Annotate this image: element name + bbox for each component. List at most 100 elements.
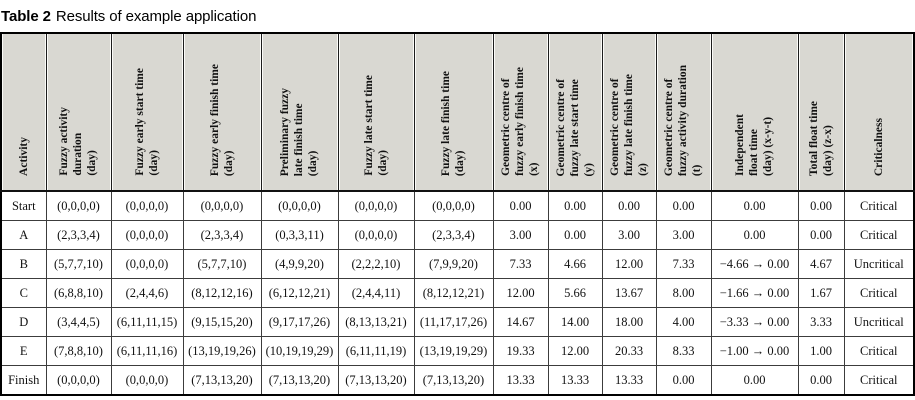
data-cell: 0.00 bbox=[601, 190, 657, 221]
data-cell: (7,13,13,20) bbox=[337, 365, 415, 396]
data-cell: 13.33 bbox=[492, 365, 549, 396]
data-cell: (0,0,0,0) bbox=[110, 220, 184, 250]
column-header-label: Geometric centre of fuzzy early finish t… bbox=[500, 67, 541, 176]
column-header-fuzzy-early-finish-time: Fuzzy early finish time (day) bbox=[182, 32, 262, 192]
data-cell: 1.67 bbox=[797, 278, 845, 308]
data-cell: (5,7,7,10) bbox=[182, 249, 262, 279]
data-cell: (6,8,8,10) bbox=[45, 278, 112, 308]
activity-cell: Start bbox=[0, 190, 47, 221]
data-cell: (0,0,0,0) bbox=[260, 190, 339, 221]
data-cell: (9,15,15,20) bbox=[182, 307, 262, 337]
data-cell: (2,3,3,4) bbox=[413, 220, 494, 250]
data-cell: 0.00 bbox=[710, 365, 799, 396]
data-cell: (0,0,0,0) bbox=[110, 365, 184, 396]
data-cell: 0.00 bbox=[655, 190, 712, 221]
column-header-fuzzy-late-start-time: Fuzzy late start time (day) bbox=[337, 32, 415, 192]
activity-cell: Finish bbox=[0, 365, 47, 396]
data-cell: (2,4,4,11) bbox=[337, 278, 415, 308]
column-header-label: Independent float time (day) (x-y-t) bbox=[734, 114, 775, 176]
column-header-geometric-centre-early-finish-x: Geometric centre of fuzzy early finish t… bbox=[492, 32, 549, 192]
column-header-geometric-centre-activity-duration-t: Geometric centre of fuzzy activity durat… bbox=[655, 32, 712, 192]
data-cell: 12.00 bbox=[547, 336, 603, 366]
column-header-criticalness: Criticalness bbox=[843, 32, 915, 192]
table-row-finish: Finish (0,0,0,0) (0,0,0,0) (7,13,13,20) (7,1… bbox=[0, 365, 915, 396]
column-header-fuzzy-early-start-time: Fuzzy early start time (day) bbox=[110, 32, 184, 192]
column-header-label: Fuzzy early finish time (day) bbox=[208, 63, 235, 176]
data-cell: (2,3,3,4) bbox=[45, 220, 112, 250]
table-title-text: Results of example application bbox=[55, 8, 257, 25]
results-table: Activity Fuzzy activity duration (day) Fuz… bbox=[0, 32, 915, 396]
data-cell: 0.00 bbox=[710, 190, 799, 221]
data-cell: (0,0,0,0) bbox=[45, 190, 112, 221]
data-cell: 0.00 bbox=[797, 220, 845, 250]
data-cell: 14.00 bbox=[547, 307, 603, 337]
table-title: Table 2 Results of example application bbox=[0, 0, 915, 32]
column-header-label: Fuzzy late finish time (day) bbox=[440, 70, 467, 176]
data-cell: 7.33 bbox=[655, 249, 712, 279]
data-cell: 19.33 bbox=[492, 336, 549, 366]
data-cell: Uncritical bbox=[843, 307, 915, 337]
data-cell: (6,12,12,21) bbox=[260, 278, 339, 308]
data-cell: (0,0,0,0) bbox=[45, 365, 112, 396]
table-row-a: A (2,3,3,4) (0,0,0,0) (2,3,3,4) (0,3,3,11) (0… bbox=[0, 220, 915, 250]
data-cell: (0,0,0,0) bbox=[182, 190, 262, 221]
activity-cell: E bbox=[0, 336, 47, 366]
data-cell: (0,0,0,0) bbox=[413, 190, 494, 221]
data-cell: (6,11,11,16) bbox=[110, 336, 184, 366]
data-cell: (13,19,19,29) bbox=[413, 336, 494, 366]
data-cell: −4.66 → 0.00 bbox=[710, 249, 799, 279]
column-header-label: Criticalness bbox=[872, 117, 885, 176]
column-header-label: Activity bbox=[17, 137, 30, 176]
data-cell: −1.66 → 0.00 bbox=[710, 278, 799, 308]
data-cell: 0.00 bbox=[547, 220, 603, 250]
data-cell: (7,9,9,20) bbox=[413, 249, 494, 279]
data-cell: 13.33 bbox=[547, 365, 603, 396]
data-cell: (13,19,19,26) bbox=[182, 336, 262, 366]
column-header-preliminary-fuzzy-late-finish-time: Preliminary fuzzy late finish time (day) bbox=[260, 32, 339, 192]
column-header-label: Total float time (day) (z-x) bbox=[807, 101, 834, 176]
column-header-label: Preliminary fuzzy late finish time (day) bbox=[279, 87, 320, 176]
data-cell: −1.00 → 0.00 bbox=[710, 336, 799, 366]
data-cell: 18.00 bbox=[601, 307, 657, 337]
data-cell: (6,11,11,15) bbox=[110, 307, 184, 337]
data-cell: 20.33 bbox=[601, 336, 657, 366]
data-cell: 14.67 bbox=[492, 307, 549, 337]
data-cell: (4,9,9,20) bbox=[260, 249, 339, 279]
data-cell: (2,4,4,6) bbox=[110, 278, 184, 308]
data-cell: 3.00 bbox=[601, 220, 657, 250]
column-header-activity: Activity bbox=[0, 32, 47, 192]
table-row-d: D (3,4,4,5) (6,11,11,15) (9,15,15,20) (9,17,… bbox=[0, 307, 915, 337]
column-header-geometric-centre-late-finish-z: Geometric centre of fuzzy late finish ti… bbox=[601, 32, 657, 192]
column-header-label: Fuzzy late start time (day) bbox=[362, 75, 389, 176]
data-cell: 0.00 bbox=[710, 220, 799, 250]
data-cell: (0,0,0,0) bbox=[110, 249, 184, 279]
data-cell: Critical bbox=[843, 220, 915, 250]
data-cell: 5.66 bbox=[547, 278, 603, 308]
data-cell: 0.00 bbox=[492, 190, 549, 221]
data-cell: 0.00 bbox=[547, 190, 603, 221]
data-cell: 12.00 bbox=[601, 249, 657, 279]
data-cell: (0,0,0,0) bbox=[110, 190, 184, 221]
data-cell: 0.00 bbox=[655, 365, 712, 396]
data-cell: (0,3,3,11) bbox=[260, 220, 339, 250]
data-cell: 8.33 bbox=[655, 336, 712, 366]
data-cell: (8,12,12,21) bbox=[413, 278, 494, 308]
activity-cell: D bbox=[0, 307, 47, 337]
data-cell: Critical bbox=[843, 336, 915, 366]
column-header-total-float-time: Total float time (day) (z-x) bbox=[797, 32, 845, 192]
data-cell: (6,11,11,19) bbox=[337, 336, 415, 366]
data-cell: (7,13,13,20) bbox=[182, 365, 262, 396]
data-cell: 12.00 bbox=[492, 278, 549, 308]
data-cell: 3.00 bbox=[492, 220, 549, 250]
activity-cell: C bbox=[0, 278, 47, 308]
data-cell: Critical bbox=[843, 365, 915, 396]
data-cell: 0.00 bbox=[797, 190, 845, 221]
data-cell: Uncritical bbox=[843, 249, 915, 279]
column-header-label: Fuzzy activity duration (day) bbox=[58, 107, 99, 176]
data-cell: 4.67 bbox=[797, 249, 845, 279]
table-title-label: Table 2 bbox=[1, 8, 51, 25]
data-cell: 4.00 bbox=[655, 307, 712, 337]
table-row-e: E (7,8,8,10) (6,11,11,16) (13,19,19,26) (10,… bbox=[0, 336, 915, 366]
data-cell: 7.33 bbox=[492, 249, 549, 279]
